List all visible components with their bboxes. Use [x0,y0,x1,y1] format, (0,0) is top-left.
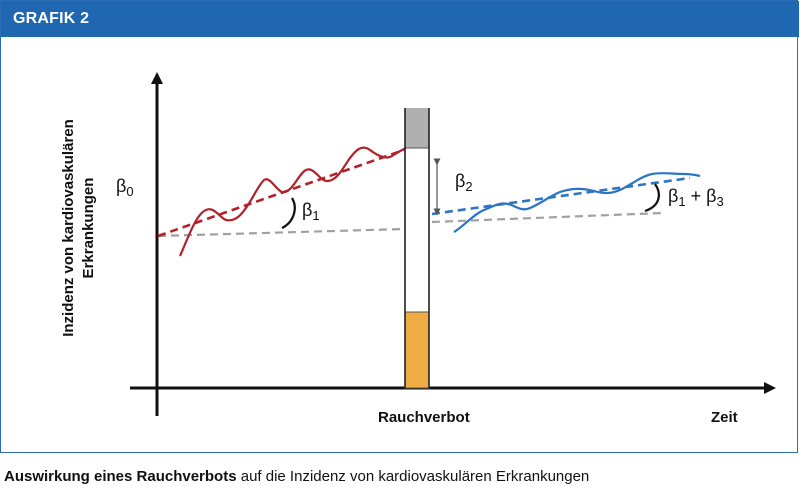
caption-bold: Auswirkung eines Rauchverbots [4,468,237,485]
post-intervention-trend [431,176,691,216]
caption-rest: auf die Inzidenz von kardiovaskulären Er… [236,468,590,485]
pre-intervention-series [178,146,407,257]
beta1-beta3-label: β1 + β3 [668,186,724,209]
figure-header: GRAFIK 2 [1,1,799,37]
post-baseline-trend [431,211,663,224]
beta1-label: β1 [302,200,320,223]
baseline-trend [157,227,405,238]
y-axis-label-line1: Inzidenz von kardiovaskulären [60,119,77,337]
diagram-canvas: Inzidenz von kardiovaskulären Erkrankung… [60,72,776,426]
beta0-label: β0 [116,176,134,199]
cigarette-icon [404,108,430,389]
post-intervention-series [453,172,701,233]
beta1-beta3-angle-arc [644,183,660,213]
intervention-label: Rauchverbot [378,409,470,426]
figure-label: GRAFIK 2 [13,10,90,27]
figure-frame: GRAFIK 2 [0,0,799,453]
beta2-label: β2 [455,171,473,194]
pre-intervention-trend [157,148,405,238]
figure-caption: Auswirkung eines Rauchverbots auf die In… [4,468,589,485]
beta1-angle-arc [281,197,296,229]
x-axis-label: Zeit [711,409,738,426]
y-axis-label-line2: Erkrankungen [80,178,97,279]
